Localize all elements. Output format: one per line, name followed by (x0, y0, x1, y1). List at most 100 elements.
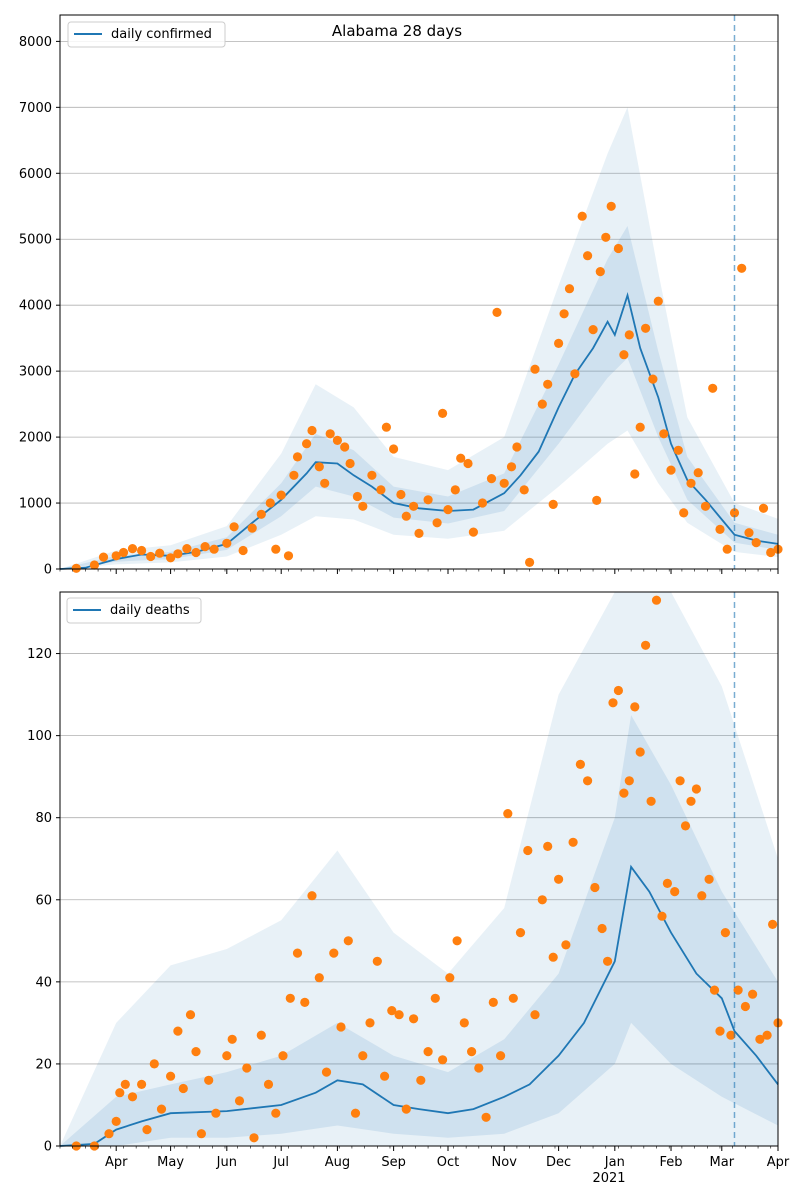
y-tick-label: 40 (35, 975, 52, 990)
data-point (185, 1010, 196, 1020)
data-point (675, 776, 685, 786)
data-point (127, 544, 138, 554)
data-point (477, 498, 488, 508)
data-point (332, 435, 342, 445)
data-point (624, 330, 634, 340)
data-point (680, 821, 691, 831)
x-tick-label: Apr (767, 1155, 790, 1170)
data-point (564, 284, 575, 294)
data-point (289, 470, 299, 480)
y-tick-label: 6000 (19, 167, 52, 182)
data-point (748, 989, 758, 999)
y-tick-label: 0 (44, 1140, 52, 1155)
data-point (512, 442, 522, 452)
data-point (641, 640, 651, 650)
data-point (358, 1051, 368, 1061)
data-point (242, 1063, 252, 1073)
data-point (98, 552, 109, 562)
data-point (508, 993, 518, 1003)
data-point (166, 1071, 176, 1081)
data-point (271, 544, 281, 554)
data-point (670, 887, 680, 897)
data-point (554, 338, 564, 348)
data-point (715, 1026, 725, 1036)
data-point (575, 759, 586, 770)
data-point (456, 453, 466, 463)
data-point (608, 698, 618, 708)
data-point (352, 491, 362, 502)
data-point (613, 685, 624, 696)
data-point (178, 1083, 188, 1094)
deaths-scatter-layer (71, 595, 783, 1151)
data-point (307, 425, 317, 436)
data-point (381, 422, 391, 432)
data-point (118, 547, 129, 558)
data-point (726, 1030, 736, 1040)
x-tick-label: Feb (660, 1155, 683, 1170)
data-point (630, 469, 640, 479)
data-point (325, 429, 335, 439)
data-point (595, 267, 605, 277)
data-point (307, 891, 317, 901)
y-tick-label: 8000 (19, 35, 52, 50)
uncertainty-band (60, 715, 778, 1146)
data-point (401, 1104, 411, 1114)
data-point (519, 485, 529, 495)
data-point (329, 948, 339, 958)
data-point (111, 1116, 121, 1126)
data-point (744, 528, 754, 538)
data-point (697, 891, 707, 901)
data-point (729, 508, 740, 518)
data-point (222, 1051, 232, 1061)
chart-title: Alabama 28 days (332, 22, 462, 40)
x-tick-label: Oct (437, 1155, 459, 1170)
data-point (715, 524, 725, 535)
data-point (590, 882, 600, 893)
data-point (191, 547, 201, 558)
data-point (515, 928, 526, 938)
data-point (523, 845, 533, 856)
data-point (635, 747, 645, 757)
data-point (537, 399, 547, 409)
data-point (758, 503, 769, 513)
data-point (137, 545, 147, 556)
y-tick-label: 80 (35, 811, 52, 826)
data-point (115, 1088, 125, 1098)
data-point (414, 528, 424, 539)
deaths-uncertainty-bands (60, 592, 778, 1146)
data-point (733, 985, 743, 995)
confirmed-legend: daily confirmed (67, 21, 226, 48)
data-point (651, 595, 662, 605)
y-tick-label: 60 (35, 893, 52, 908)
data-point (271, 1108, 281, 1118)
x-tick-label: Mar (710, 1155, 735, 1170)
data-point (700, 501, 711, 511)
data-point (137, 1079, 147, 1089)
data-point (603, 956, 613, 966)
y-tick-label: 7000 (19, 101, 52, 116)
data-point (768, 919, 778, 930)
data-point (561, 940, 571, 950)
data-point (278, 1051, 288, 1061)
data-point (89, 560, 99, 570)
data-point (256, 1030, 266, 1040)
data-point (149, 1059, 159, 1069)
data-point (653, 296, 663, 306)
data-point (468, 527, 478, 537)
data-point (506, 462, 517, 472)
data-point (249, 1133, 259, 1143)
deaths-x-ticks: Apr May Jun Jul Aug Sep Oct Nov Dec Jan Feb Mar Apr (59, 1146, 790, 1170)
data-point (548, 499, 558, 509)
data-point (568, 837, 578, 847)
data-point (396, 489, 406, 500)
data-point (693, 468, 703, 478)
data-point (302, 439, 312, 449)
data-point (263, 1079, 274, 1089)
y-tick-label: 4000 (19, 299, 52, 314)
data-point (492, 307, 502, 317)
data-point (409, 1014, 419, 1024)
data-point (389, 444, 399, 454)
data-point (104, 1129, 114, 1139)
data-point (423, 1047, 433, 1057)
data-point (229, 522, 239, 532)
